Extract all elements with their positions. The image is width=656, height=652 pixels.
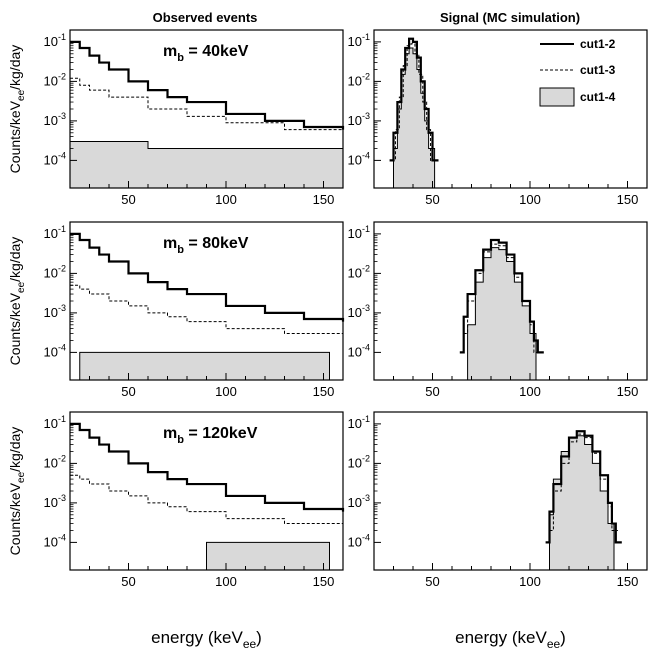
y-tick-label: 10-1	[44, 224, 66, 241]
series-cut1-4	[467, 247, 537, 381]
x-tick-label: 50	[425, 574, 439, 589]
x-tick-label: 100	[215, 192, 237, 207]
y-tick-label: 10-2	[44, 263, 66, 280]
y-tick-label: 10-4	[44, 532, 66, 549]
series-cut1-3	[463, 243, 540, 353]
y-axis-label: Counts/keVee/kg/day	[7, 427, 27, 556]
panel-observed-40: 50 100 150 10-4 10-3 10-2 10-1 mb = 40keV	[44, 29, 345, 207]
y-tick-label: 10-3	[348, 111, 370, 128]
panel-observed-120: 50 100 150 10-4 10-3 10-2 10-1 mb = 120keV	[44, 411, 345, 589]
legend-label-cut1-3: cut1-3	[580, 63, 616, 77]
column-title-signal: Signal (MC simulation)	[440, 10, 580, 25]
y-axis-label: Counts/keVee/kg/day	[7, 237, 27, 366]
x-tick-label: 50	[121, 574, 135, 589]
x-tick-label: 150	[313, 192, 335, 207]
series-cut1-2	[70, 40, 345, 130]
x-tick-label: 100	[519, 574, 541, 589]
y-tick-label: 10-4	[348, 150, 370, 167]
series-cut1-3	[70, 284, 343, 335]
y-tick-label: 10-4	[348, 342, 370, 359]
series-cut1-3	[70, 77, 344, 133]
y-axis-label: Counts/keVee/kg/day	[7, 45, 27, 174]
x-tick-label: 150	[313, 574, 335, 589]
y-tick-label: 10-4	[44, 150, 66, 167]
series-cut1-4	[206, 541, 330, 571]
panel-signal-80: 50 100 150 10-4 10-3 10-2 10-1	[348, 221, 648, 399]
series-cut1-4	[549, 435, 615, 571]
y-tick-label: 10-1	[44, 414, 66, 431]
x-axis-label: energy (keVee)	[455, 628, 566, 651]
legend-label-cut1-4: cut1-4	[580, 90, 616, 104]
mass-annotation: mb = 120keV	[163, 425, 258, 446]
y-tick-label: 10-2	[348, 263, 370, 280]
y-tick-label: 10-3	[348, 493, 370, 510]
y-tick-label: 10-1	[348, 32, 370, 49]
y-tick-label: 10-2	[44, 71, 66, 88]
y-tick-label: 10-1	[348, 414, 370, 431]
column-title-observed: Observed events	[153, 10, 258, 25]
panel-observed-80: 50 100 150 10-4 10-3 10-2 10-1 mb = 80keV	[44, 221, 345, 399]
legend-swatch-cut1-4	[539, 87, 575, 107]
y-tick-label: 10-2	[44, 453, 66, 470]
x-tick-label: 100	[215, 574, 237, 589]
x-tick-label: 100	[519, 384, 541, 399]
y-tick-label: 10-2	[348, 71, 370, 88]
mass-annotation: mb = 80keV	[163, 235, 249, 256]
x-tick-label: 150	[617, 384, 639, 399]
y-tick-label: 10-1	[348, 224, 370, 241]
x-tick-label: 150	[617, 574, 639, 589]
x-tick-label: 50	[121, 384, 135, 399]
series-cut1-4	[69, 141, 344, 189]
series-cut1-2	[389, 37, 439, 162]
mass-annotation: mb = 40keV	[163, 43, 249, 64]
x-tick-label: 100	[215, 384, 237, 399]
y-tick-label: 10-4	[348, 532, 370, 549]
y-tick-label: 10-3	[44, 493, 66, 510]
y-tick-label: 10-3	[44, 111, 66, 128]
series-cut1-2	[70, 422, 345, 512]
x-tick-label: 150	[617, 192, 639, 207]
series-cut1-2	[459, 238, 544, 354]
x-tick-label: 50	[121, 192, 135, 207]
y-tick-label: 10-1	[44, 32, 66, 49]
y-tick-label: 10-2	[348, 453, 370, 470]
x-tick-label: 150	[313, 384, 335, 399]
x-tick-label: 100	[519, 192, 541, 207]
panel-signal-40: 50 100 15010-410-310-210-1cut1-2cut1-3cut1…	[348, 29, 648, 207]
y-tick-label: 10-3	[348, 303, 370, 320]
x-tick-label: 50	[425, 192, 439, 207]
x-axis-label: energy (keVee)	[151, 628, 262, 651]
y-tick-label: 10-3	[44, 303, 66, 320]
y-tick-label: 10-4	[44, 342, 66, 359]
legend: cut1-2 cut1-3 cut1-4	[539, 37, 616, 107]
legend-label-cut1-2: cut1-2	[580, 37, 616, 51]
x-tick-label: 50	[425, 384, 439, 399]
panel-signal-120: 50 100 150 10-4 10-3 10-2 10-1	[348, 411, 648, 589]
series-cut1-3	[70, 474, 343, 525]
series-cut1-4	[79, 351, 330, 381]
series-cut1-2	[545, 430, 622, 544]
series-cut1-2	[70, 232, 345, 322]
